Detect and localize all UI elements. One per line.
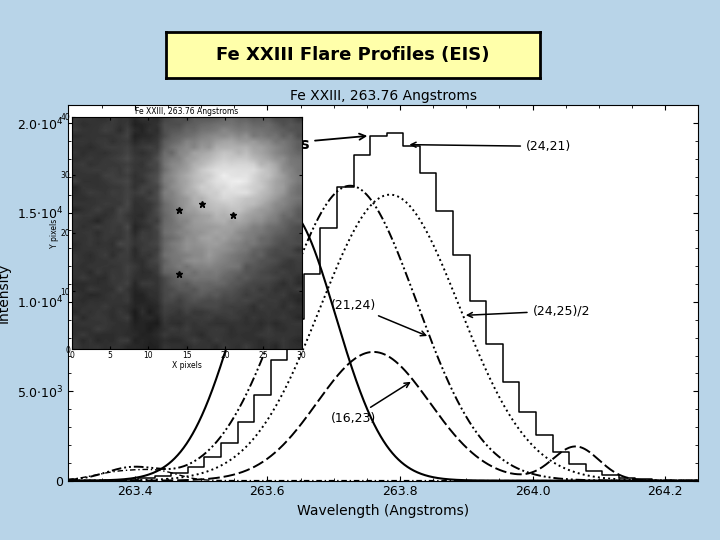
Text: (21,24): (21,24) bbox=[331, 299, 426, 336]
Text: (16,23): (16,23) bbox=[331, 383, 410, 424]
Text: (24,21): (24,21) bbox=[411, 140, 571, 153]
X-axis label: Wavelength (Angstroms): Wavelength (Angstroms) bbox=[297, 504, 469, 518]
Text: (14,14): (14,14) bbox=[181, 215, 282, 240]
Y-axis label: Intensity: Intensity bbox=[0, 263, 11, 323]
Text: Fe XXIII Flare Profiles (EIS): Fe XXIII Flare Profiles (EIS) bbox=[216, 46, 490, 64]
Text: (24,25)/2: (24,25)/2 bbox=[467, 305, 590, 318]
Text: 150 km/s: 150 km/s bbox=[232, 133, 365, 152]
Title: Fe XXIII, 263.76 Angstroms: Fe XXIII, 263.76 Angstroms bbox=[290, 89, 477, 103]
